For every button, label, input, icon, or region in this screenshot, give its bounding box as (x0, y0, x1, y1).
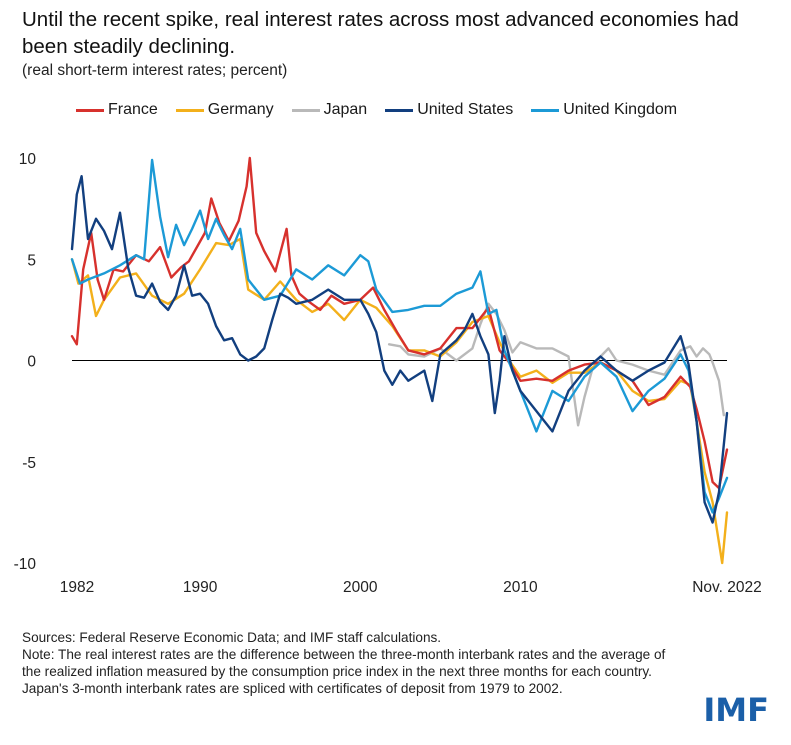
legend-label-japan: Japan (323, 101, 368, 118)
legend-item-japan: Japan (291, 101, 368, 119)
legend-item-united-states: United States (385, 101, 513, 119)
legend-swatch-united-kingdom (531, 108, 560, 112)
line-chart: 10 5 0 -5 -10 1982 1990 2000 2010 Nov. 2022 (14, 151, 762, 596)
legend-item-united-kingdom: United Kingdom (531, 101, 677, 119)
legend-label-france: France (108, 101, 158, 118)
y-tick-label: 0 (27, 354, 36, 371)
footer-sources: Sources: Federal Reserve Economic Data; … (22, 630, 442, 645)
legend-label-united-states: United States (417, 101, 514, 118)
chart-title: Until the recent spike, real interest ra… (22, 8, 739, 58)
legend-item-germany: Germany (175, 101, 274, 119)
x-tick-label: 1982 (60, 579, 94, 596)
series-line-japan (387, 302, 725, 427)
imf-logo: IMF (703, 691, 769, 729)
legend-swatch-germany (175, 108, 204, 112)
series-line-united-states (70, 175, 729, 524)
legend-swatch-japan (291, 108, 320, 112)
x-tick-label: 1990 (183, 579, 218, 596)
x-tick-label: 2000 (343, 579, 378, 596)
legend-label-germany: Germany (207, 101, 274, 118)
y-tick-label: 5 (27, 252, 36, 269)
legend-swatch-france (76, 108, 104, 112)
legend-swatch-united-states (385, 108, 414, 112)
chart-subtitle: (real short-term interest rates; percent… (22, 62, 288, 79)
legend-label-united-kingdom: United Kingdom (563, 101, 678, 118)
y-tick-label: 10 (19, 151, 37, 168)
series-line-united-kingdom (70, 158, 729, 514)
y-tick-label: -5 (22, 455, 36, 472)
series-line-france (70, 156, 729, 490)
x-tick-label: 2010 (503, 579, 538, 596)
chart-footer: Sources: Federal Reserve Economic Data; … (22, 629, 682, 697)
y-tick-label: -10 (14, 556, 37, 573)
x-tick-label: Nov. 2022 (692, 579, 762, 596)
chart-legend: France Germany Japan United States Unite… (76, 101, 695, 119)
footer-note: Note: The real interest rates are the di… (22, 647, 666, 696)
legend-item-france: France (76, 101, 158, 119)
